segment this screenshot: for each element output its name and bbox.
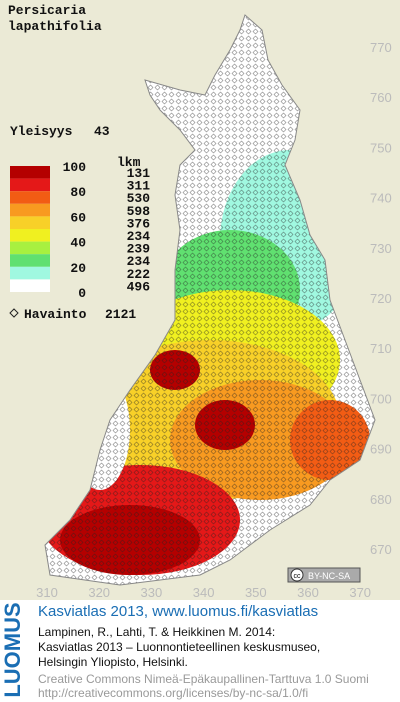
y-coordinate-label: 740 [370, 191, 392, 206]
y-coordinate-label: 720 [370, 291, 392, 306]
legend-count: 376 [127, 216, 151, 231]
count-header: lkm [117, 155, 141, 170]
brand: LUOMUS [0, 602, 25, 697]
y-coordinate-label: 750 [370, 140, 392, 155]
frequency-label: Yleisyys [10, 124, 73, 139]
legend-band [10, 254, 50, 267]
x-coordinate-label: 310 [36, 585, 58, 600]
legend-count: 234 [127, 229, 151, 244]
y-coordinate-label: 680 [370, 492, 392, 507]
species-genus: Persicaria [8, 3, 86, 18]
observations-label: Havainto [24, 307, 87, 322]
legend-band [10, 241, 50, 255]
observation-symbol [9, 308, 19, 318]
legend-scale-label: 100 [63, 160, 87, 175]
species-epithet: lapathifolia [8, 19, 102, 34]
legend-count: 530 [127, 191, 151, 206]
observations-count: 2121 [105, 307, 136, 322]
cc-badge: cc [294, 573, 302, 580]
legend-count: 131 [127, 166, 151, 181]
x-coordinate-label: 350 [245, 585, 267, 600]
y-coordinate-label: 690 [370, 442, 392, 457]
legend-scale-label: 60 [70, 210, 86, 225]
legend-scale-label: 0 [78, 286, 86, 301]
legend-band [10, 279, 50, 292]
y-coordinate-label: 730 [370, 241, 392, 256]
license-badge-text: BY-NC-SA [308, 571, 350, 581]
legend-scale-label: 20 [70, 261, 86, 276]
citation-line: Lampinen, R., Lahti, T. & Heikkinen M. 2… [38, 625, 275, 639]
legend-band [10, 266, 50, 280]
y-coordinate-label: 700 [370, 391, 392, 406]
legend-count: 311 [127, 179, 151, 194]
legend-scale-label: 40 [70, 236, 86, 251]
legend-band [10, 178, 50, 192]
legend-count: 234 [127, 254, 151, 269]
legend-band [10, 216, 50, 229]
legend-band [10, 203, 50, 217]
y-coordinate-label: 670 [370, 542, 392, 557]
x-coordinate-label: 340 [193, 585, 215, 600]
citation-line: Helsingin Yliopisto, Helsinki. [38, 655, 188, 669]
citation-line: Kasviatlas 2013 – Luonnontieteellinen ke… [38, 640, 320, 654]
y-coordinate-label: 770 [370, 40, 392, 55]
legend-band [10, 229, 50, 242]
y-coordinate-label: 760 [370, 90, 392, 105]
legend-scale-label: 80 [70, 185, 86, 200]
legend-count: 598 [127, 204, 151, 219]
license-badge: cc BY-NC-SA [287, 567, 361, 583]
license-line: http://creativecommons.org/licenses/by-n… [38, 686, 308, 700]
x-coordinate-label: 360 [297, 585, 319, 600]
x-coordinate-label: 370 [349, 585, 371, 600]
x-coordinate-label: 330 [141, 585, 163, 600]
atlas-title: Kasviatlas 2013, www.luomus.fi/kasviatla… [38, 603, 318, 620]
y-coordinate-label: 710 [370, 341, 392, 356]
legend-count: 496 [127, 279, 151, 294]
legend-count: 239 [127, 242, 151, 257]
x-coordinate-label: 320 [88, 585, 110, 600]
frequency-value: 43 [94, 124, 110, 139]
map-outline [44, 14, 376, 586]
observations: Havainto 2121 [9, 307, 136, 322]
legend-band [10, 166, 50, 179]
legend-count: 222 [127, 267, 151, 282]
legend-band [10, 191, 50, 204]
license-line: Creative Commons Nimeä-Epäkaupallinen-Ta… [38, 672, 369, 686]
